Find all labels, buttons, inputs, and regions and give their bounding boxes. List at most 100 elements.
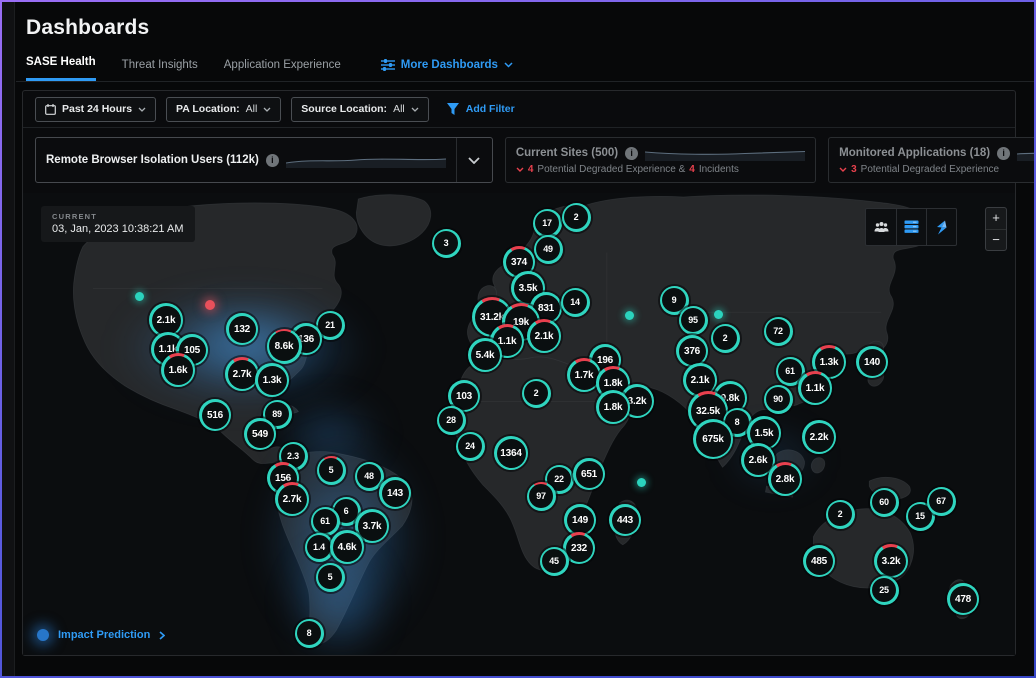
map-bubble-651[interactable]: 651 xyxy=(573,458,605,490)
time-range-value: Past 24 Hours xyxy=(62,103,133,115)
map-bubble-67[interactable]: 67 xyxy=(926,486,956,516)
map-bubble-1.8k[interactable]: 1.8k xyxy=(596,390,630,424)
time-range-dropdown[interactable]: Past 24 Hours xyxy=(35,96,157,122)
map-bubble-5.4k[interactable]: 5.4k xyxy=(468,338,502,372)
impact-prediction-link[interactable]: Impact Prediction xyxy=(37,629,166,641)
map-bubble-45[interactable]: 45 xyxy=(539,546,569,576)
zoom-out-button[interactable]: − xyxy=(986,229,1006,250)
map-bubble-143[interactable]: 143 xyxy=(379,477,411,509)
map-bubble-2[interactable]: 2 xyxy=(561,202,591,232)
map-bubble-1.1k[interactable]: 1.1k xyxy=(798,371,832,405)
tab-sase-health[interactable]: SASE Health xyxy=(26,56,96,81)
map-bubble-2.7k[interactable]: 2.7k xyxy=(225,357,259,391)
card-expand-button[interactable] xyxy=(455,138,492,182)
map-bubble-132[interactable]: 132 xyxy=(226,313,258,345)
source-location-dropdown[interactable]: Source Location: All xyxy=(291,96,429,122)
world-map[interactable]: 2.1k 132 21 136 8.6k 1.1k 105 1.6k 2.7k 1.3k 516 89… xyxy=(23,193,1015,655)
applications-layer-button[interactable] xyxy=(926,209,956,245)
map-bubble-89[interactable]: 89 xyxy=(262,399,292,429)
map-bubble-3.2k[interactable]: 3.2k xyxy=(874,544,908,578)
degraded-text: Potential Degraded Experience & xyxy=(537,164,686,175)
map-bubble-61[interactable]: 61 xyxy=(310,506,340,536)
map-bubble-1.4[interactable]: 1.4 xyxy=(304,532,334,562)
map-bubble-14[interactable]: 14 xyxy=(560,287,590,317)
map-bubble-5[interactable]: 5 xyxy=(315,562,345,592)
map-bubble-2.1k[interactable]: 2.1k xyxy=(527,319,561,353)
degraded-count: 4 xyxy=(527,164,534,175)
chevron-right-icon xyxy=(159,630,166,640)
map-bubble-485[interactable]: 485 xyxy=(803,545,835,577)
map-bubble-675k[interactable]: 675k xyxy=(693,419,733,459)
incident-count: 4 xyxy=(689,164,695,175)
map-bubble-149[interactable]: 149 xyxy=(564,504,596,536)
info-icon[interactable]: i xyxy=(997,146,1011,160)
map-bubble-97[interactable]: 97 xyxy=(526,481,556,511)
map-bubble-21[interactable]: 21 xyxy=(315,310,345,340)
map-bubble-9[interactable]: 9 xyxy=(659,285,689,315)
users-layer-button[interactable] xyxy=(866,209,896,245)
map-bubble-8.6k[interactable]: 8.6k xyxy=(266,328,302,364)
sparkline xyxy=(285,158,446,168)
card-rbi-users[interactable]: Remote Browser Isolation Users (112k) i xyxy=(35,137,493,183)
card-monitored-apps[interactable]: Monitored Applications (18) i 3 Potentia… xyxy=(828,137,1034,183)
map-bubble-516[interactable]: 516 xyxy=(199,399,231,431)
page-header: Dashboards xyxy=(16,2,1034,40)
map-bubble-478[interactable]: 478 xyxy=(947,583,979,615)
zoom-in-button[interactable]: + xyxy=(992,210,1000,225)
map-bubble-90[interactable]: 90 xyxy=(763,384,793,414)
card-title: Current Sites (500) xyxy=(515,147,619,159)
collapsed-left-nav[interactable] xyxy=(2,2,15,676)
map-bubble-61[interactable]: 61 xyxy=(775,356,805,386)
map-bubble-2.1k[interactable]: 2.1k xyxy=(149,303,183,337)
sase-health-panel: Past 24 Hours PA Location: All Source Lo… xyxy=(22,90,1034,656)
map-bubble-95[interactable]: 95 xyxy=(678,305,708,335)
map-bubble-2.7k[interactable]: 2.7k xyxy=(275,482,309,516)
map-bubble-25[interactable]: 25 xyxy=(869,575,899,605)
funnel-icon xyxy=(446,103,459,115)
pa-location-dropdown[interactable]: PA Location: All xyxy=(166,96,282,122)
map-bubble-3[interactable]: 3 xyxy=(431,228,461,258)
map-bubble-48[interactable]: 48 xyxy=(354,461,384,491)
info-icon[interactable]: i xyxy=(265,153,279,167)
map-bubble-2.8k[interactable]: 2.8k xyxy=(768,462,802,496)
map-bubble-2.2k[interactable]: 2.2k xyxy=(802,420,836,454)
map-bubble-28[interactable]: 28 xyxy=(436,405,466,435)
more-dashboards-menu[interactable]: More Dashboards xyxy=(380,59,513,81)
info-icon[interactable]: i xyxy=(625,146,639,160)
map-bubble-49[interactable]: 49 xyxy=(533,234,563,264)
map-bubble-24[interactable]: 24 xyxy=(455,431,485,461)
map-bubble-5[interactable]: 5 xyxy=(316,455,346,485)
page-title: Dashboards xyxy=(26,16,150,39)
tab-threat-insights[interactable]: Threat Insights xyxy=(121,59,198,71)
map-bubble-549[interactable]: 549 xyxy=(244,418,276,450)
map-bubble-17[interactable]: 17 xyxy=(532,208,562,238)
map-bubble-8[interactable]: 8 xyxy=(294,618,324,648)
map-bubble-8[interactable]: 8 xyxy=(722,407,752,437)
tab-application-experience[interactable]: Application Experience xyxy=(223,59,341,71)
map-bubble-140[interactable]: 140 xyxy=(856,346,888,378)
add-filter-button[interactable]: Add Filter xyxy=(446,103,515,115)
map-bubble-103[interactable]: 103 xyxy=(448,380,480,412)
map-bubble-1.7k[interactable]: 1.7k xyxy=(567,358,601,392)
map-bubble-1.3k[interactable]: 1.3k xyxy=(255,363,289,397)
map-bubble-2[interactable]: 2 xyxy=(825,499,855,529)
map-bubble-2.6k[interactable]: 2.6k xyxy=(741,443,775,477)
card-current-sites[interactable]: Current Sites (500) i 4 Potential Degrad… xyxy=(504,137,817,183)
map-bubble-443[interactable]: 443 xyxy=(609,504,641,536)
degraded-chevron-icon xyxy=(839,167,847,172)
map-bubble-376[interactable]: 376 xyxy=(676,335,708,367)
map-bubble-60[interactable]: 60 xyxy=(869,487,899,517)
sites-layer-button[interactable] xyxy=(896,209,926,245)
calendar-icon xyxy=(45,103,56,115)
map-bubble-72[interactable]: 72 xyxy=(763,316,793,346)
map-bubble-4.6k[interactable]: 4.6k xyxy=(330,530,364,564)
impact-glow-icon xyxy=(37,629,49,641)
map-bubble-2[interactable]: 2 xyxy=(521,378,551,408)
pa-location-value: All xyxy=(245,103,258,115)
chevron-down-icon xyxy=(411,107,419,112)
map-bubble-2[interactable]: 2 xyxy=(710,323,740,353)
card-subtitle: 3 Potential Degraded Experience xyxy=(839,164,1034,175)
card-title: Remote Browser Isolation Users (112k) xyxy=(46,154,259,166)
map-bubble-1364[interactable]: 1364 xyxy=(494,436,528,470)
map-bubble-1.6k[interactable]: 1.6k xyxy=(161,353,195,387)
